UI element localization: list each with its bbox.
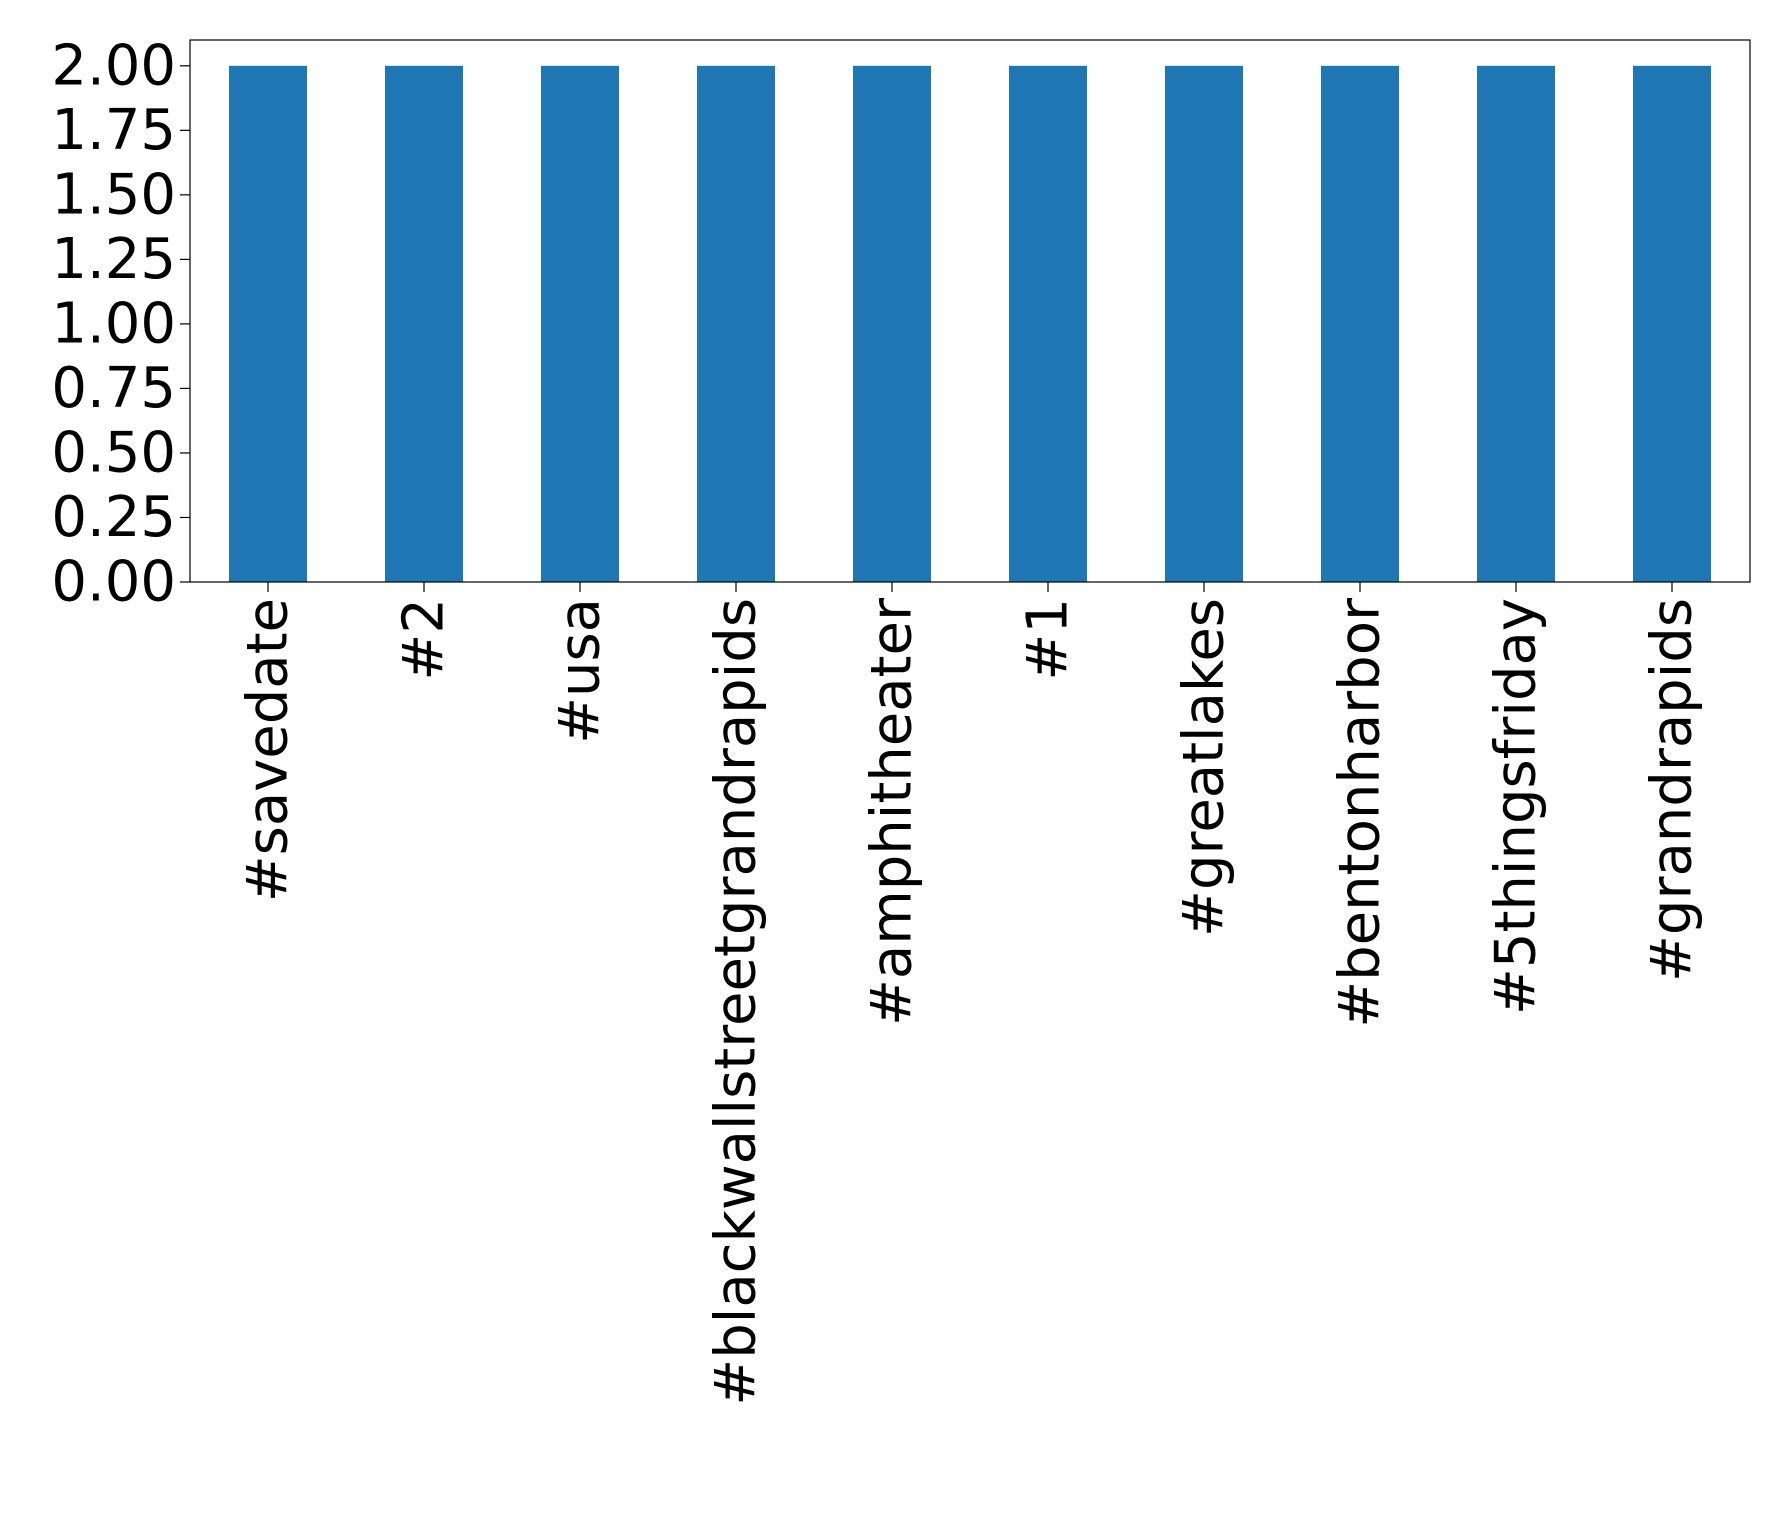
- bar-8: [1477, 65, 1555, 582]
- y-tick-label-2: 0.50: [51, 420, 176, 485]
- x-tick-label-8: #5thingsfriday: [1484, 598, 1549, 1015]
- y-tick-label-3: 0.75: [51, 356, 176, 421]
- bar-2: [541, 65, 619, 582]
- bar-4: [853, 65, 931, 582]
- bar-9: [1633, 65, 1711, 582]
- bar-3: [697, 65, 775, 582]
- y-tick-label-6: 1.50: [51, 162, 176, 227]
- y-tick-label-0: 0.00: [51, 550, 176, 615]
- bar-0: [229, 65, 307, 582]
- y-tick-label-8: 2.00: [51, 33, 176, 98]
- plot-frame: [189, 39, 1751, 583]
- x-tick-label-6: #greatlakes: [1172, 598, 1237, 937]
- x-tick-label-0: #savedate: [236, 598, 301, 902]
- y-tick-label-7: 1.75: [51, 98, 176, 163]
- bar-7: [1321, 65, 1399, 582]
- x-tick-label-1: #2: [392, 598, 457, 681]
- x-tick-label-9: #grandrapids: [1640, 598, 1705, 982]
- y-tick-label-1: 0.25: [51, 485, 176, 550]
- y-tick-label-5: 1.25: [51, 227, 176, 292]
- bar-6: [1165, 65, 1243, 582]
- x-axis: #savedate #2 #usa #blackwallstreetgrandrapi…: [236, 582, 1705, 1406]
- x-tick-label-3: #blackwallstreetgrandrapids: [704, 598, 769, 1406]
- x-tick-label-4: #amphitheater: [860, 597, 925, 1026]
- x-tick-label-2: #usa: [548, 598, 613, 744]
- bars-layer: [229, 65, 1711, 582]
- bar-1: [385, 65, 463, 582]
- x-tick-label-7: #bentonharbor: [1328, 597, 1393, 1028]
- x-tick-label-5: #1: [1016, 598, 1081, 681]
- y-tick-label-4: 1.00: [51, 291, 176, 356]
- y-axis: 0.000.250.500.751.001.251.501.752.00: [51, 33, 190, 615]
- bar-5: [1009, 65, 1087, 582]
